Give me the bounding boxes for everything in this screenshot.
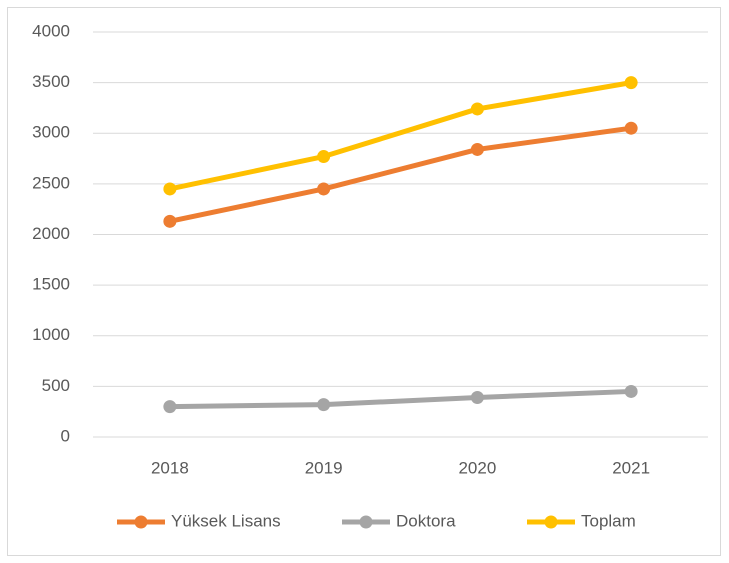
data-point bbox=[624, 76, 638, 90]
x-tick-label: 2018 bbox=[151, 458, 189, 477]
x-tick-label: 2020 bbox=[458, 458, 496, 477]
y-tick-label: 1500 bbox=[32, 275, 70, 294]
legend-marker bbox=[359, 515, 373, 529]
legend-label: Yüksek Lisans bbox=[171, 511, 281, 530]
y-tick-label: 4000 bbox=[32, 21, 70, 40]
data-point bbox=[470, 391, 484, 405]
y-tick-label: 0 bbox=[61, 426, 70, 445]
legend-label: Toplam bbox=[581, 511, 636, 530]
y-tick-label: 3500 bbox=[32, 72, 70, 91]
data-point bbox=[470, 142, 484, 156]
y-tick-label: 2500 bbox=[32, 173, 70, 192]
legend-marker bbox=[544, 515, 558, 529]
data-point bbox=[163, 400, 177, 414]
y-tick-label: 1000 bbox=[32, 325, 70, 344]
series-line bbox=[167, 125, 634, 224]
data-point bbox=[624, 384, 638, 398]
legend-marker bbox=[134, 515, 148, 529]
data-point bbox=[317, 182, 331, 196]
chart-border bbox=[7, 7, 721, 556]
x-tick-label: 2021 bbox=[612, 458, 650, 477]
data-point bbox=[317, 398, 331, 412]
data-point bbox=[163, 182, 177, 196]
data-point bbox=[163, 214, 177, 228]
series-line bbox=[167, 388, 634, 410]
y-tick-label: 2000 bbox=[32, 224, 70, 243]
data-point bbox=[624, 121, 638, 135]
x-tick-label: 2019 bbox=[305, 458, 343, 477]
data-point bbox=[470, 102, 484, 116]
y-tick-label: 3000 bbox=[32, 123, 70, 142]
legend-label: Doktora bbox=[396, 511, 456, 530]
y-tick-label: 500 bbox=[42, 376, 70, 395]
data-point bbox=[317, 150, 331, 164]
series-line bbox=[167, 80, 634, 192]
